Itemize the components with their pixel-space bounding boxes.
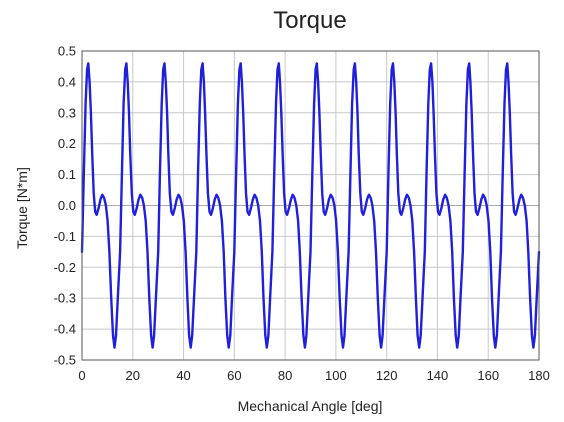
y-tick-label: 0.1 <box>58 167 76 182</box>
y-tick-label: -0.1 <box>54 229 76 244</box>
y-tick-label: 0.4 <box>58 74 76 89</box>
x-tick-label: 140 <box>427 368 449 383</box>
x-tick-label: 0 <box>78 368 85 383</box>
x-tick-label: 100 <box>325 368 347 383</box>
y-tick-label: -0.3 <box>54 291 76 306</box>
x-tick-label: 80 <box>278 368 292 383</box>
y-tick-label: 0.2 <box>58 136 76 151</box>
y-tick-label: 0.0 <box>58 198 76 213</box>
y-axis-label: Torque [N*m] <box>14 167 30 249</box>
y-tick-label: -0.4 <box>54 322 76 337</box>
x-tick-label: 60 <box>227 368 241 383</box>
x-tick-labels: 0 20 40 60 80 100 120 140 160 180 <box>78 368 549 383</box>
x-tick-label: 180 <box>528 368 550 383</box>
x-tick-label: 40 <box>176 368 190 383</box>
y-tick-label: 0.3 <box>58 105 76 120</box>
plot-frame <box>81 50 540 361</box>
x-tick-label: 20 <box>126 368 140 383</box>
y-tick-labels: 0.5 0.4 0.3 0.2 0.1 0.0 -0.1 -0.2 -0.3 -0.4 -0.5 <box>54 44 76 368</box>
y-tick-label: -0.2 <box>54 260 76 275</box>
x-tick-label: 160 <box>477 368 499 383</box>
x-tick-label: 120 <box>376 368 398 383</box>
x-axis-label: Mechanical Angle [deg] <box>238 398 383 414</box>
chart-title: Torque <box>273 7 346 34</box>
torque-series-line <box>80 62 541 349</box>
y-tick-label: 0.5 <box>58 44 76 59</box>
y-tick-label: -0.5 <box>54 353 76 368</box>
series-group <box>80 62 541 349</box>
